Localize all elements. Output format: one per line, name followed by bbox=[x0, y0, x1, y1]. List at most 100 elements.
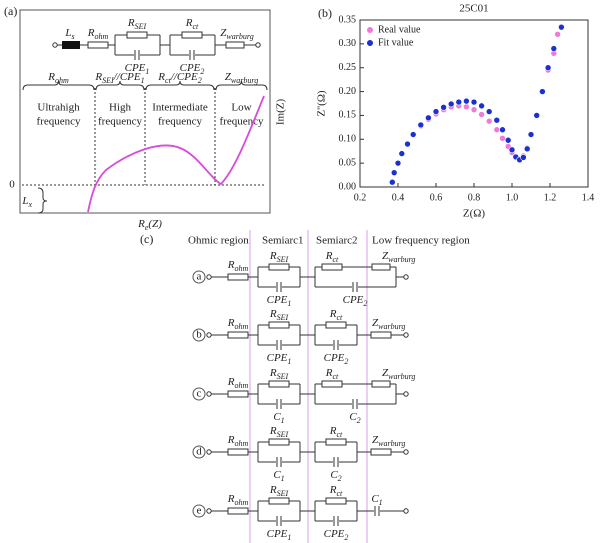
point bbox=[440, 104, 447, 111]
x-tick-label: 1.2 bbox=[544, 192, 557, 203]
gap bbox=[333, 461, 339, 463]
resistor bbox=[126, 31, 148, 39]
label-part: Z bbox=[382, 250, 389, 262]
subscript: 1 bbox=[145, 67, 149, 76]
label-part: R bbox=[227, 259, 235, 271]
region-header: Low frequency region bbox=[372, 235, 470, 247]
x-tick-label: 1.4 bbox=[582, 192, 595, 203]
subscript: 1 bbox=[281, 416, 285, 425]
point bbox=[554, 31, 561, 38]
point bbox=[470, 106, 478, 114]
legend-label: Real value bbox=[378, 24, 421, 35]
label-part: R bbox=[269, 308, 277, 320]
region-label: frequency bbox=[220, 116, 264, 128]
label-part: C bbox=[371, 493, 379, 505]
row-letter: b bbox=[196, 329, 202, 341]
label-part: C bbox=[273, 469, 281, 481]
subscript: x bbox=[27, 200, 32, 209]
region-header: Ohmic region bbox=[188, 235, 249, 247]
subscript: SEI bbox=[102, 76, 114, 85]
terminal bbox=[255, 42, 261, 48]
row-marker bbox=[192, 504, 206, 518]
x-tick-label: 1.0 bbox=[506, 192, 519, 203]
terminal bbox=[206, 391, 212, 397]
resistor bbox=[227, 507, 249, 515]
label: RSEI bbox=[269, 308, 289, 323]
label: RSEI bbox=[127, 17, 147, 32]
point bbox=[409, 131, 417, 138]
label: Rohm bbox=[47, 71, 69, 86]
row-letter: e bbox=[197, 505, 202, 517]
label: Rohm bbox=[227, 259, 249, 274]
label: Rct bbox=[185, 17, 199, 32]
label: Rohm bbox=[87, 27, 109, 42]
point bbox=[478, 111, 485, 118]
label-part: R bbox=[227, 434, 235, 446]
label: RSEI bbox=[269, 425, 289, 440]
point bbox=[544, 64, 552, 72]
label-part: Z bbox=[220, 27, 227, 39]
y-tick-label: 0.35 bbox=[339, 14, 357, 25]
y-tick-label: 0.30 bbox=[339, 38, 357, 49]
label-part: R bbox=[269, 484, 277, 496]
subscript: ohm bbox=[234, 381, 248, 390]
point bbox=[520, 154, 527, 161]
point bbox=[398, 150, 406, 157]
subscript: 2 bbox=[200, 67, 204, 76]
gap bbox=[189, 54, 195, 56]
label-part: Z bbox=[382, 367, 389, 379]
terminal bbox=[403, 391, 409, 397]
label: Rct bbox=[325, 367, 339, 382]
terminal bbox=[206, 449, 212, 455]
lx-brace bbox=[37, 187, 48, 214]
subscript: ohm bbox=[234, 498, 248, 507]
label-part: Z bbox=[372, 317, 379, 329]
label: Zwarburg bbox=[220, 27, 253, 42]
resistor bbox=[371, 263, 391, 271]
y-tick-label: 0.10 bbox=[339, 134, 357, 145]
point bbox=[527, 131, 535, 138]
subscript: ct bbox=[336, 313, 343, 322]
label-part: CPE bbox=[343, 294, 364, 306]
subscript: ct bbox=[336, 489, 343, 498]
legend-marker bbox=[367, 40, 373, 46]
resistor bbox=[227, 390, 249, 398]
subscript: ct bbox=[336, 430, 343, 439]
gap bbox=[276, 286, 282, 288]
label-part: R bbox=[269, 425, 277, 437]
point bbox=[499, 135, 506, 142]
subscript: 2 bbox=[357, 416, 361, 425]
gap bbox=[276, 461, 282, 463]
label-part: R bbox=[329, 425, 337, 437]
subscript: 1 bbox=[287, 299, 291, 308]
y-tick-label: 0.15 bbox=[339, 110, 357, 121]
label: Rohm bbox=[227, 434, 249, 449]
point bbox=[417, 121, 425, 129]
label-part: R bbox=[325, 367, 333, 379]
subscript: warburg bbox=[226, 32, 253, 41]
region-label: High bbox=[109, 102, 132, 114]
label-part: R bbox=[269, 367, 277, 379]
resistor bbox=[227, 448, 249, 456]
label-part: CPE bbox=[267, 528, 288, 540]
zero-label: 0 bbox=[9, 179, 15, 191]
label-part: //CPE bbox=[170, 71, 198, 83]
label-part: C bbox=[349, 411, 357, 423]
label-part: C bbox=[273, 411, 281, 423]
label: Re(Z) bbox=[137, 218, 162, 233]
point bbox=[463, 97, 470, 105]
subscript: warburg bbox=[231, 76, 258, 85]
resistor bbox=[268, 438, 290, 446]
label: C2 bbox=[349, 411, 360, 426]
legend-label: Fit value bbox=[378, 37, 414, 48]
terminal bbox=[206, 332, 212, 338]
inductor bbox=[62, 41, 80, 49]
label-part: R bbox=[227, 317, 235, 329]
label: C1 bbox=[371, 493, 382, 508]
row-letter: c bbox=[197, 388, 202, 400]
point bbox=[550, 45, 558, 52]
subscript: 1 bbox=[379, 498, 383, 507]
gap bbox=[134, 54, 140, 56]
label: CPE1 bbox=[125, 62, 150, 77]
